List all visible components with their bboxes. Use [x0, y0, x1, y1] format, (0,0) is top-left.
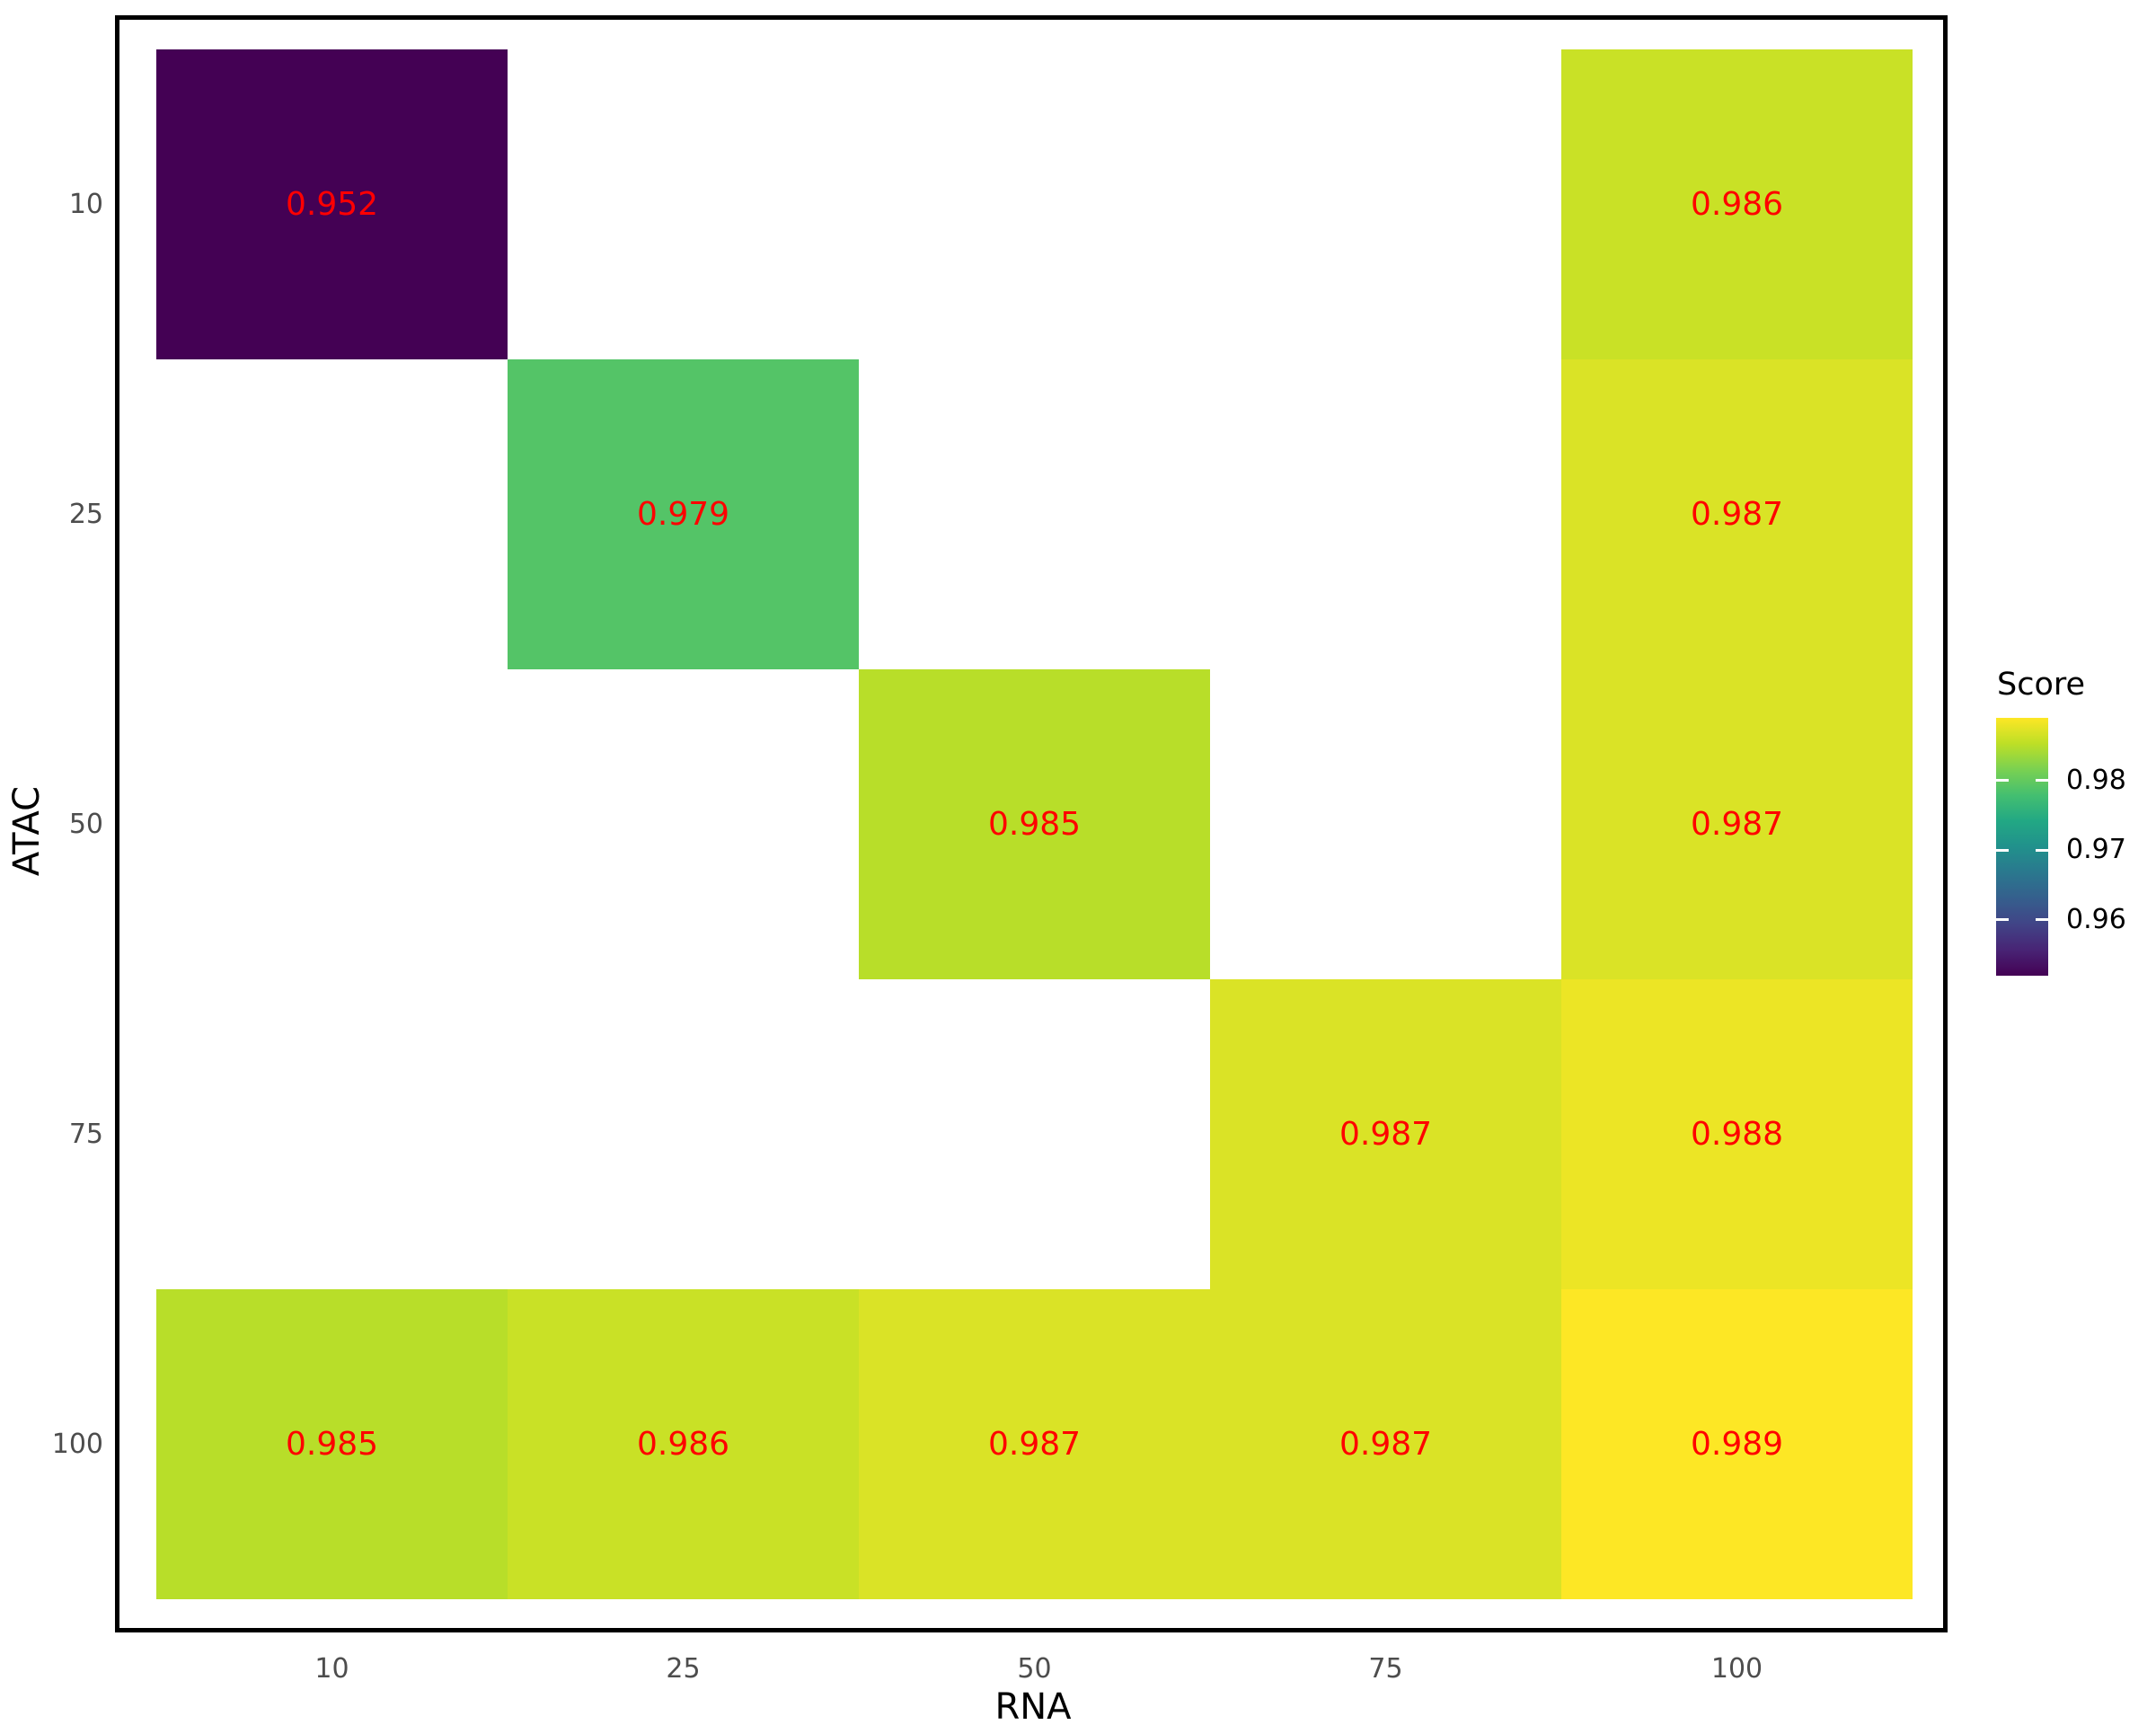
tile-value-label: 0.988 [1690, 1115, 1784, 1153]
heatmap-tile: 0.985 [859, 669, 1210, 979]
heatmap-tile: 0.952 [156, 49, 508, 359]
tile-value-label: 0.987 [987, 1425, 1082, 1463]
y-axis-title: ATAC [6, 785, 48, 877]
tile-value-label: 0.952 [285, 185, 379, 223]
x-axis-title: RNA [994, 1686, 1072, 1725]
legend-tick-mark [1996, 779, 2009, 783]
x-tick-label: 10 [314, 1653, 349, 1685]
legend-tick-label: 0.96 [2066, 903, 2126, 935]
plot-panel-border [115, 15, 1948, 1632]
heatmap-tile: 0.989 [1561, 1289, 1913, 1599]
x-tick-label: 75 [1368, 1653, 1403, 1685]
tile-value-label: 0.987 [1339, 1115, 1433, 1153]
heatmap-tile: 0.987 [1561, 359, 1913, 669]
heatmap-tile: 0.987 [1210, 1289, 1561, 1599]
tile-value-label: 0.985 [987, 805, 1082, 843]
tile-value-label: 0.986 [1690, 185, 1784, 223]
heatmap-tile: 0.986 [508, 1289, 859, 1599]
y-tick-label: 10 [68, 188, 103, 220]
heatmap-tile: 0.987 [859, 1289, 1210, 1599]
heatmap-tile: 0.987 [1561, 669, 1913, 979]
y-tick-label: 75 [68, 1118, 103, 1150]
legend-tick-mark [2036, 918, 2048, 922]
y-tick-label: 25 [68, 498, 103, 530]
y-tick-label: 100 [51, 1428, 103, 1460]
legend-tick-label: 0.97 [2066, 834, 2126, 866]
heatmap-tile: 0.987 [1210, 979, 1561, 1289]
heatmap-tile: 0.979 [508, 359, 859, 669]
heatmap-tile: 0.988 [1561, 979, 1913, 1289]
heatmap-tile: 0.986 [1561, 49, 1913, 359]
legend-tick-mark [2036, 848, 2048, 852]
tile-value-label: 0.987 [1690, 805, 1784, 843]
tile-value-label: 0.979 [636, 495, 730, 533]
legend-colorbar [1996, 718, 2048, 976]
tile-value-label: 0.987 [1339, 1425, 1433, 1463]
legend-tick-label: 0.98 [2066, 764, 2126, 796]
legend-title: Score [1997, 667, 2086, 703]
heatmap-tile: 0.985 [156, 1289, 508, 1599]
y-tick-label: 50 [68, 808, 103, 840]
x-tick-label: 50 [1017, 1653, 1052, 1685]
tile-value-label: 0.986 [636, 1425, 730, 1463]
tile-value-label: 0.989 [1690, 1425, 1784, 1463]
tile-value-label: 0.985 [285, 1425, 379, 1463]
tile-value-label: 0.987 [1690, 495, 1784, 533]
legend-tick-mark [1996, 848, 2009, 852]
legend-tick-mark [1996, 918, 2009, 922]
x-tick-label: 100 [1710, 1653, 1763, 1685]
legend-tick-mark [2036, 779, 2048, 783]
x-tick-label: 25 [666, 1653, 701, 1685]
